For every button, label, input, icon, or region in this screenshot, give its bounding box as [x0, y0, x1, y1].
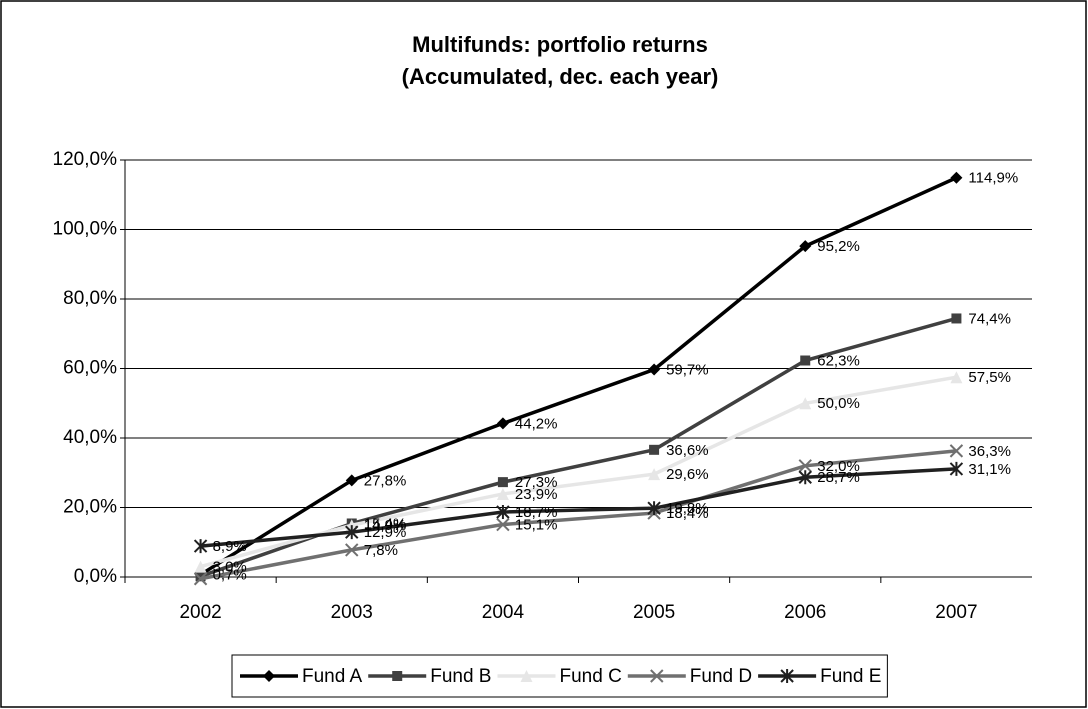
marker	[780, 669, 794, 683]
legend-label: Fund D	[690, 666, 752, 687]
x-tick-label: 2002	[179, 602, 221, 623]
x-tick-label: 2007	[935, 602, 977, 623]
data-label: 28,7%	[817, 469, 860, 486]
y-tick-label: 80,0%	[63, 288, 117, 309]
marker	[345, 474, 358, 487]
data-label: 36,3%	[968, 443, 1011, 460]
data-label: 44,2%	[515, 415, 558, 432]
data-label: 0,7%	[213, 567, 247, 584]
marker	[392, 671, 403, 681]
marker	[193, 539, 208, 554]
marker	[649, 444, 660, 455]
marker	[496, 417, 509, 430]
marker	[195, 571, 206, 582]
data-label: 15,1%	[515, 516, 558, 533]
data-label: 50,0%	[817, 395, 860, 412]
data-label: 29,6%	[666, 466, 709, 483]
marker	[496, 487, 509, 500]
legend-label: Fund C	[559, 666, 621, 687]
y-tick-label: 60,0%	[63, 358, 117, 379]
chart-subtitle: (Accumulated, dec. each year)	[402, 64, 719, 89]
marker	[800, 355, 811, 366]
marker	[950, 371, 963, 384]
data-label: 31,1%	[968, 461, 1011, 478]
x-tick-label: 2003	[331, 602, 373, 623]
series-line	[200, 467, 957, 548]
legend-label: Fund B	[430, 666, 491, 687]
data-label: 3,0%	[213, 559, 247, 576]
data-label: 27,8%	[364, 472, 407, 489]
data-label: 59,7%	[666, 362, 709, 379]
y-tick-label: 120,0%	[53, 149, 118, 170]
y-tick-label: 100,0%	[53, 219, 118, 240]
data-label: 7,8%	[364, 542, 398, 559]
data-label: 8,9%	[213, 538, 247, 555]
marker	[949, 444, 964, 458]
data-label: 23,9%	[515, 486, 558, 503]
marker	[263, 670, 275, 682]
data-label: 12,9%	[364, 524, 407, 541]
y-tick-label: 20,0%	[63, 497, 117, 518]
data-label: 74,4%	[968, 310, 1011, 327]
chart-title: Multifunds: portfolio returns	[412, 32, 708, 57]
marker	[650, 669, 664, 683]
marker	[950, 171, 963, 184]
data-label: 57,5%	[968, 369, 1011, 386]
marker	[648, 468, 661, 481]
data-label: 15,4%	[364, 515, 407, 532]
series-line	[199, 176, 958, 577]
marker	[194, 560, 207, 573]
x-tick-label: 2004	[482, 602, 525, 623]
data-label: 36,6%	[666, 442, 709, 459]
marker	[193, 572, 208, 586]
data-label: 18,7%	[515, 504, 558, 521]
marker	[951, 313, 962, 324]
marker	[497, 477, 508, 488]
y-tick-label: 40,0%	[63, 427, 117, 448]
marker	[496, 517, 510, 532]
marker	[949, 461, 964, 476]
series-line	[200, 449, 957, 581]
marker	[345, 543, 359, 557]
data-label: 18,4%	[666, 505, 709, 522]
data-label: 27,3%	[515, 474, 558, 491]
data-label: 32,0%	[817, 458, 860, 475]
marker	[648, 363, 661, 376]
data-label: 95,2%	[817, 238, 860, 255]
marker	[798, 470, 812, 485]
legend-label: Fund A	[302, 666, 363, 687]
y-tick-label: 0,0%	[74, 566, 117, 587]
legend-label: Fund E	[820, 666, 881, 687]
data-label: 14,9%	[364, 517, 407, 534]
marker	[496, 505, 510, 520]
marker	[799, 397, 812, 410]
marker	[520, 670, 533, 682]
marker	[647, 501, 661, 516]
x-tick-label: 2006	[784, 602, 826, 623]
marker	[345, 525, 359, 540]
marker	[799, 240, 812, 253]
legend: Fund A Fund B Fund C Fund D Fund E	[231, 654, 888, 698]
data-label: 114,9%	[968, 170, 1018, 187]
data-label: 19,8%	[666, 500, 709, 517]
marker	[798, 459, 812, 473]
series-line	[200, 375, 957, 569]
x-tick-label: 2005	[633, 602, 675, 623]
data-label: 62,3%	[817, 352, 860, 369]
